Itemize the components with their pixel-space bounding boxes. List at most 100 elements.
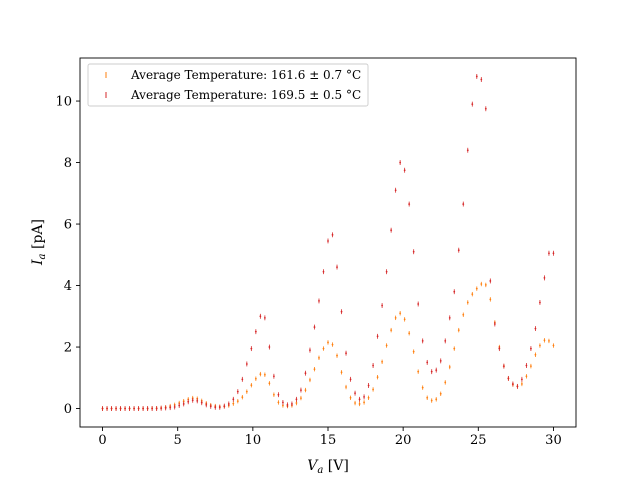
data-point — [489, 280, 492, 282]
data-point — [259, 373, 262, 376]
data-point — [444, 340, 447, 342]
data-point — [548, 340, 550, 342]
data-point — [412, 250, 415, 253]
data-point — [268, 346, 271, 348]
data-point — [236, 390, 239, 393]
data-point — [263, 316, 266, 319]
y-tick-label: 2 — [64, 341, 72, 356]
data-point — [520, 383, 523, 385]
data-point — [345, 352, 347, 355]
data-point — [385, 270, 388, 273]
data-layer — [101, 73, 555, 412]
data-point — [534, 327, 537, 330]
data-point — [426, 396, 429, 399]
data-point — [182, 400, 185, 403]
data-point — [119, 407, 122, 410]
data-point — [241, 378, 244, 381]
x-tick-label: 25 — [470, 433, 487, 448]
data-point — [340, 371, 343, 374]
data-point — [259, 315, 262, 318]
y-axis-label: Ia [pA] — [30, 219, 48, 266]
data-point — [417, 370, 420, 373]
data-point — [381, 304, 384, 307]
data-point — [182, 403, 185, 405]
data-point — [331, 343, 334, 346]
data-point — [309, 349, 311, 352]
data-point — [457, 329, 460, 332]
data-point — [399, 312, 402, 315]
data-point — [268, 382, 271, 385]
data-point — [128, 407, 131, 410]
data-point — [295, 398, 298, 401]
data-point — [178, 404, 181, 407]
data-point — [313, 368, 316, 371]
data-point — [480, 283, 483, 285]
y-tick-label: 10 — [55, 95, 72, 110]
data-point — [376, 376, 379, 379]
data-point — [403, 318, 406, 321]
y-tick-label: 0 — [64, 402, 72, 417]
data-point — [471, 103, 474, 106]
data-point — [349, 378, 352, 381]
data-point — [146, 407, 149, 410]
x-axis-label: Va [V] — [307, 458, 349, 476]
data-point — [196, 399, 199, 402]
data-point — [448, 366, 451, 368]
data-point — [430, 399, 433, 402]
x-tick-label: 20 — [395, 433, 412, 448]
data-point — [367, 384, 370, 387]
data-point — [209, 405, 212, 408]
x-tick-label: 30 — [545, 433, 562, 448]
data-point — [137, 407, 140, 410]
data-point — [218, 406, 221, 409]
data-point — [245, 363, 248, 365]
data-point — [200, 401, 203, 404]
data-point — [331, 233, 334, 236]
legend: Average Temperature: 161.6 ± 0.7 °C Aver… — [87, 63, 369, 107]
data-point — [421, 386, 424, 389]
data-point — [304, 389, 307, 391]
data-point — [155, 407, 158, 410]
data-point — [399, 161, 402, 164]
legend-box — [87, 63, 369, 107]
data-point — [214, 406, 217, 409]
data-point — [169, 406, 172, 409]
data-point — [462, 313, 465, 316]
data-point — [539, 344, 541, 347]
data-point — [272, 393, 275, 396]
data-point — [101, 407, 104, 410]
data-point — [232, 398, 235, 401]
data-point — [534, 353, 537, 356]
x-tick-label: 10 — [245, 433, 262, 448]
data-point — [282, 401, 284, 404]
data-point — [530, 347, 532, 350]
data-point — [394, 316, 397, 319]
data-point — [115, 407, 117, 410]
x-tick-label: 5 — [174, 433, 182, 448]
data-point — [336, 354, 338, 357]
data-point — [552, 344, 555, 347]
data-point — [263, 373, 266, 376]
data-point — [354, 392, 356, 395]
data-point — [412, 350, 415, 353]
data-point — [300, 397, 302, 399]
data-point — [295, 402, 298, 404]
data-point — [453, 347, 456, 350]
data-point — [498, 347, 501, 350]
data-point — [282, 404, 284, 407]
data-point — [363, 395, 365, 398]
data-point — [480, 78, 483, 81]
data-point — [250, 384, 253, 387]
data-point — [164, 407, 167, 409]
data-point — [236, 400, 239, 403]
data-point — [493, 323, 496, 325]
data-point — [439, 392, 442, 395]
data-point — [327, 341, 329, 344]
data-point — [457, 249, 460, 252]
data-point — [227, 403, 230, 405]
data-point — [372, 388, 374, 391]
data-point — [151, 407, 154, 410]
data-point — [322, 270, 325, 273]
data-point — [525, 364, 528, 367]
